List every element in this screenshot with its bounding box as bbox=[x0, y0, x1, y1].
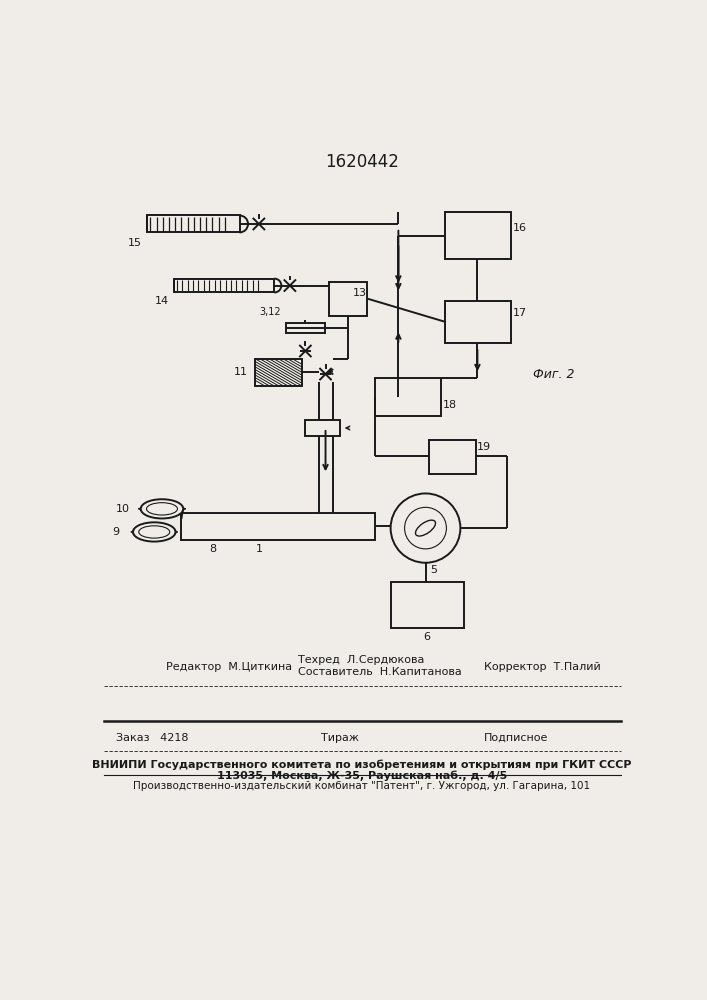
Text: 10: 10 bbox=[116, 504, 130, 514]
Text: Заказ   4218: Заказ 4218 bbox=[115, 733, 188, 743]
Text: Производственно-издательский комбинат "Патент", г. Ужгород, ул. Гагарина, 101: Производственно-издательский комбинат "П… bbox=[134, 781, 590, 791]
Text: 13: 13 bbox=[353, 288, 367, 298]
Text: Составитель  Н.Капитанова: Составитель Н.Капитанова bbox=[298, 667, 462, 677]
Text: 3,12: 3,12 bbox=[259, 308, 281, 318]
Text: 1620442: 1620442 bbox=[325, 153, 399, 171]
Text: Редактор  М.Циткина: Редактор М.Циткина bbox=[166, 662, 292, 672]
Bar bbox=[445, 212, 510, 259]
Text: 6: 6 bbox=[423, 632, 431, 642]
Text: 18: 18 bbox=[443, 400, 457, 410]
Ellipse shape bbox=[416, 520, 436, 536]
Bar bbox=[375, 378, 441, 416]
Text: Техред  Л.Сердюкова: Техред Л.Сердюкова bbox=[298, 655, 424, 665]
Text: 16: 16 bbox=[513, 223, 527, 233]
Text: Подписное: Подписное bbox=[484, 733, 548, 743]
Bar bbox=[445, 301, 510, 343]
Bar bbox=[429, 440, 476, 474]
Bar bbox=[329, 282, 368, 316]
Text: 15: 15 bbox=[128, 238, 142, 248]
Bar bbox=[174, 279, 274, 292]
Text: 8: 8 bbox=[209, 544, 216, 554]
Bar bbox=[182, 513, 375, 540]
Text: Корректор  Т.Палий: Корректор Т.Палий bbox=[484, 662, 600, 672]
Text: Тираж: Тираж bbox=[321, 733, 359, 743]
Text: 9: 9 bbox=[112, 527, 119, 537]
Text: 19: 19 bbox=[477, 442, 491, 452]
Circle shape bbox=[391, 493, 460, 563]
Text: 1: 1 bbox=[255, 544, 262, 554]
Bar bbox=[391, 582, 464, 628]
Text: 11: 11 bbox=[234, 367, 248, 377]
Bar bbox=[255, 359, 301, 386]
Text: 14: 14 bbox=[155, 296, 169, 306]
Bar bbox=[305, 420, 340, 436]
Ellipse shape bbox=[133, 522, 175, 542]
Text: 17: 17 bbox=[513, 308, 527, 318]
Text: 5: 5 bbox=[430, 565, 437, 575]
Text: 113035, Москва, Ж-35, Раушская наб., д. 4/5: 113035, Москва, Ж-35, Раушская наб., д. … bbox=[217, 771, 507, 781]
Bar bbox=[146, 215, 240, 232]
Ellipse shape bbox=[141, 499, 183, 518]
Bar bbox=[286, 323, 325, 333]
Text: ВНИИПИ Государственного комитета по изобретениям и открытиям при ГКИТ СССР: ВНИИПИ Государственного комитета по изоб… bbox=[92, 759, 631, 770]
Text: Фиг. 2: Фиг. 2 bbox=[532, 368, 574, 381]
